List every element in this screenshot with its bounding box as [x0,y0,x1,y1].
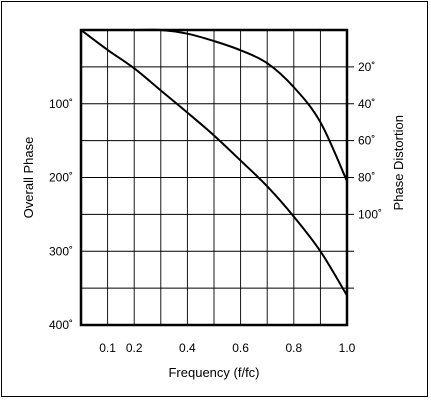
tick-labels: 0.1 0.2 0.4 0.6 0.8 1.0 100˚ 200˚ 300˚ 400˚ 20˚ 40˚… [49,60,382,355]
y-left-tick-label: 100˚ [49,97,73,111]
x-tick-label: 0.6 [232,341,249,355]
x-tick-label: 0.2 [126,341,143,355]
y-right-tick-label: 20˚ [358,60,375,74]
y-axis-left-label: Overall Phase [21,137,36,219]
x-axis-label: Frequency (f/fc) [168,365,259,380]
x-tick-label: 0.4 [179,341,196,355]
x-tick-label: 1.0 [339,341,356,355]
y-left-tick-label: 200˚ [49,171,73,185]
x-tick-label: 0.8 [285,341,302,355]
plot-border [79,28,349,327]
series-overall-phase-line [80,29,348,297]
y-left-tick-label: 400˚ [49,318,73,332]
y-left-tick-label: 300˚ [49,244,73,258]
y-axis-right-label: Phase Distortion [391,115,406,210]
y-right-tick-label: 40˚ [358,97,375,111]
y-right-tick-label: 100˚ [358,207,382,221]
x-tick-label: 0.1 [99,341,116,355]
y-right-tick-label: 80˚ [358,171,375,185]
grid [81,30,354,325]
y-right-tick-label: 60˚ [358,134,375,148]
